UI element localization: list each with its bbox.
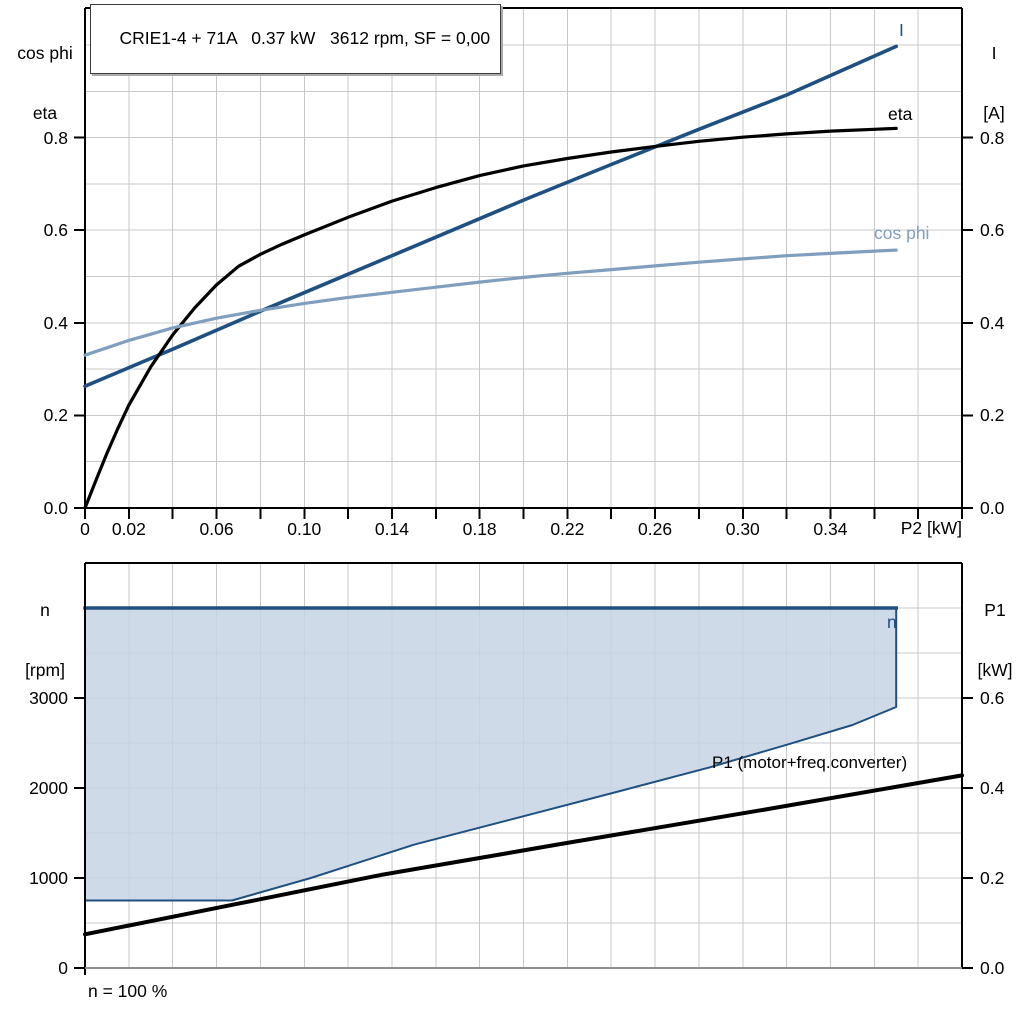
y-tick-label-left-bottom: 1000 [29, 868, 68, 888]
curve-label-speed: n [887, 612, 897, 632]
curve-label-cos-phi: cos phi [874, 223, 930, 243]
bottom-left-axis-title: n [rpm] [8, 560, 82, 720]
curve-eta [83, 126, 898, 510]
top-left-axis-title: cos phi eta [8, 3, 82, 163]
bottom-right-axis-title: P1 [kW] [966, 560, 1024, 720]
x-tick-label-top: 0.06 [199, 519, 234, 539]
x-tick-label-top: 0.14 [374, 519, 409, 539]
top-left-axis-title-line2: eta [32, 103, 58, 123]
bottom-left-axis-title-line2: [rpm] [25, 660, 65, 680]
speed-envelope-area [85, 608, 897, 901]
x-tick-label-top: 0.30 [725, 519, 760, 539]
y-tick-label-left-bottom: 3000 [29, 688, 68, 708]
curve-cos-phi [83, 248, 898, 357]
chart-title-box: CRIE1-4 + 71A 0.37 kW 3612 rpm, SF = 0,0… [90, 4, 502, 74]
y-tick-label-right-top: 0.6 [980, 220, 1005, 241]
y-tick-label-left-bottom: 2000 [29, 778, 68, 798]
y-tick-label-right-top: 0.4 [980, 312, 1005, 333]
y-tick-label-right-bottom: 0.6 [980, 688, 1005, 708]
y-tick-label-right-top: 0.2 [980, 405, 1005, 426]
x-tick-label-top: 0.18 [462, 519, 497, 539]
x-tick-label-top: 0.10 [287, 519, 322, 539]
y-tick-label-right-bottom: 0.0 [980, 958, 1005, 978]
curve-label-eta: eta [888, 104, 913, 124]
bottom-right-axis-title-line2: [kW] [977, 660, 1013, 680]
x-tick-label-top: 0.26 [638, 519, 673, 539]
x-tick-label-top: 0.02 [111, 519, 146, 539]
x-tick-label-top: 0 [80, 519, 90, 539]
y-tick-label-right-top: 0.0 [980, 498, 1005, 518]
curve-i [83, 44, 898, 388]
top-right-axis-title-line1: I [991, 43, 997, 63]
top-right-axis-title-line2: [A] [983, 103, 1005, 123]
y-tick-label-left-top: 0.0 [43, 498, 68, 518]
top-right-axis-title: I [A] [966, 3, 1022, 163]
x-tick-label-top: 0.22 [550, 519, 585, 539]
curve-p1 [83, 773, 964, 937]
y-tick-label-left-top: 0.8 [43, 127, 68, 148]
x-tick-label-top: 0.34 [813, 519, 848, 539]
footnote-n-100: n = 100 % [88, 981, 168, 1001]
bottom-left-axis-title-line1: n [40, 600, 50, 620]
y-tick-label-left-top: 0.4 [43, 312, 68, 333]
curve-label-p1: P1 (motor+freq.converter) [712, 753, 908, 772]
y-tick-label-right-top: 0.8 [980, 127, 1005, 148]
curve-label-current: I [899, 20, 904, 40]
y-tick-label-left-top: 0.2 [43, 405, 68, 426]
y-tick-label-left-bottom: 0 [58, 958, 68, 978]
y-tick-label-right-bottom: 0.4 [980, 778, 1005, 798]
speed-envelope-border [85, 608, 898, 902]
chart-title: CRIE1-4 + 71A 0.37 kW 3612 rpm, SF = 0,0… [119, 28, 491, 48]
top-left-axis-title-line1: cos phi [17, 43, 73, 63]
bottom-right-axis-title-line1: P1 [984, 600, 1006, 620]
top-x-axis-title: P2 [kW] [900, 518, 962, 538]
y-tick-label-left-top: 0.6 [43, 220, 68, 241]
y-tick-label-right-bottom: 0.2 [980, 868, 1005, 888]
